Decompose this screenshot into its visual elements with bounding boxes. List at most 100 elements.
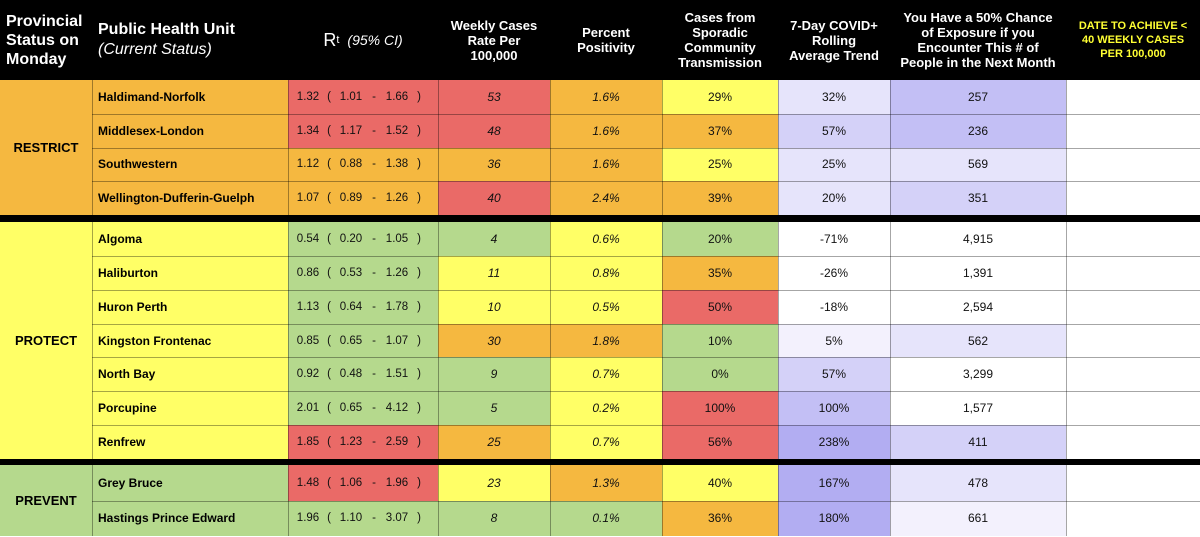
ci-punctuation: )	[417, 90, 421, 103]
positivity: 1.6%	[592, 89, 620, 104]
ci-punctuation: (	[327, 368, 331, 381]
ci-punctuation: -	[372, 436, 376, 449]
unit-name: Wellington-Dufferin-Guelph	[98, 191, 255, 206]
weekly-rate: 23	[487, 475, 501, 490]
header-trend: 7-Day COVID+ Rolling Average Trend	[778, 0, 890, 80]
header-positivity-label: Percent Positivity	[577, 25, 635, 55]
ci-low: 0.64	[339, 300, 363, 313]
grid-line	[438, 465, 439, 536]
positivity-cell: 1.3%	[550, 465, 662, 501]
weekly-rate: 11	[487, 265, 501, 280]
date-cell	[1066, 147, 1200, 182]
ci-low: 1.06	[339, 476, 363, 489]
sporadic: 50%	[707, 299, 733, 314]
ci-punctuation: -	[372, 334, 376, 347]
date-cell	[1066, 323, 1200, 358]
grid-line	[92, 500, 1200, 502]
sporadic-cell: 0%	[662, 357, 778, 392]
trend-cell: -26%	[778, 255, 890, 290]
header-trend-label: 7-Day COVID+ Rolling Average Trend	[789, 17, 879, 63]
header-status: Provincial Status on Monday	[0, 0, 92, 80]
exposure: 569	[967, 157, 989, 172]
rt-cell: 1.34 (1.17-1.52)	[288, 113, 438, 148]
unit-name: Middlesex-London	[98, 123, 204, 138]
header-weekly: Weekly Cases Rate Per 100,000	[438, 0, 550, 80]
header-unit-sub: (Current Status)	[98, 41, 212, 58]
ci-punctuation: (	[327, 402, 331, 415]
ci-punctuation: (	[327, 90, 331, 103]
sporadic: 56%	[707, 435, 733, 450]
positivity-cell: 1.6%	[550, 80, 662, 114]
sporadic-cell: 100%	[662, 391, 778, 426]
ci-low: 1.01	[339, 90, 363, 103]
rt-value: 1.07	[296, 192, 320, 205]
header-status-label: Provincial Status on Monday	[6, 12, 83, 68]
weekly-rate-cell: 10	[438, 289, 550, 324]
weekly-rate-cell: 25	[438, 425, 550, 460]
grid-line	[1066, 465, 1067, 536]
trend-cell: -18%	[778, 289, 890, 324]
status-cell-protect: PROTECT	[0, 222, 92, 460]
unit-name-cell: Grey Bruce	[92, 465, 288, 501]
weekly-rate: 36	[487, 157, 501, 172]
unit-name-cell: Hastings Prince Edward	[92, 500, 288, 536]
sporadic: 36%	[707, 511, 733, 526]
ci-punctuation: -	[372, 124, 376, 137]
unit-name: Renfrew	[98, 435, 146, 450]
rt-value: 0.92	[296, 368, 320, 381]
weekly-rate-cell: 48	[438, 113, 550, 148]
ci-punctuation: (	[327, 124, 331, 137]
ci-punctuation: )	[417, 476, 421, 489]
group-separator	[0, 459, 1200, 465]
date-cell	[1066, 425, 1200, 460]
exposure-cell: 411	[890, 425, 1066, 460]
ci-punctuation: )	[417, 192, 421, 205]
ci-low: 0.65	[339, 402, 363, 415]
exposure: 1,391	[962, 265, 994, 280]
weekly-rate: 4	[490, 231, 498, 246]
ci-punctuation: (	[327, 232, 331, 245]
sporadic-cell: 56%	[662, 425, 778, 460]
ci-high: 1.78	[385, 300, 409, 313]
weekly-rate: 48	[487, 123, 501, 138]
ci-punctuation: (	[327, 436, 331, 449]
trend-cell: 20%	[778, 181, 890, 215]
header-rt-ci: (95% CI)	[347, 31, 403, 48]
exposure: 257	[967, 89, 989, 104]
weekly-rate: 53	[487, 89, 501, 104]
positivity: 0.1%	[592, 511, 620, 526]
ci-punctuation: )	[417, 158, 421, 171]
rt-value: 2.01	[296, 402, 320, 415]
exposure: 236	[967, 123, 989, 138]
rt-cell: 1.96 (1.10-3.07)	[288, 500, 438, 536]
positivity-cell: 1.6%	[550, 113, 662, 148]
exposure: 478	[967, 475, 989, 490]
trend: 180%	[818, 511, 850, 526]
rt-cell: 1.32 (1.01-1.66)	[288, 80, 438, 114]
header-sporadic: Cases from Sporadic Community Transmissi…	[662, 0, 778, 80]
positivity: 1.6%	[592, 123, 620, 138]
rt-cell: 1.07 (0.89-1.26)	[288, 181, 438, 215]
exposure-cell: 4,915	[890, 222, 1066, 256]
grid-line	[92, 323, 1200, 325]
unit-name: Porcupine	[98, 401, 157, 416]
weekly-rate-cell: 40	[438, 181, 550, 215]
unit-name: North Bay	[98, 367, 156, 382]
unit-name-cell: Middlesex-London	[92, 113, 288, 148]
rt-cell: 0.85 (0.65-1.07)	[288, 323, 438, 358]
weekly-rate-cell: 30	[438, 323, 550, 358]
grid-line	[288, 465, 289, 536]
trend-cell: 180%	[778, 500, 890, 536]
weekly-rate-cell: 8	[438, 500, 550, 536]
grid-line	[662, 465, 663, 536]
ci-low: 0.65	[339, 334, 363, 347]
exposure-cell: 562	[890, 323, 1066, 358]
group-separator	[0, 215, 1200, 222]
grid-line	[1066, 80, 1067, 215]
ci-low: 1.17	[339, 124, 363, 137]
ci-punctuation: -	[372, 512, 376, 525]
ci-punctuation: -	[372, 300, 376, 313]
unit-name-cell: Kingston Frontenac	[92, 323, 288, 358]
grid-line	[778, 465, 779, 536]
unit-name-cell: Wellington-Dufferin-Guelph	[92, 181, 288, 215]
